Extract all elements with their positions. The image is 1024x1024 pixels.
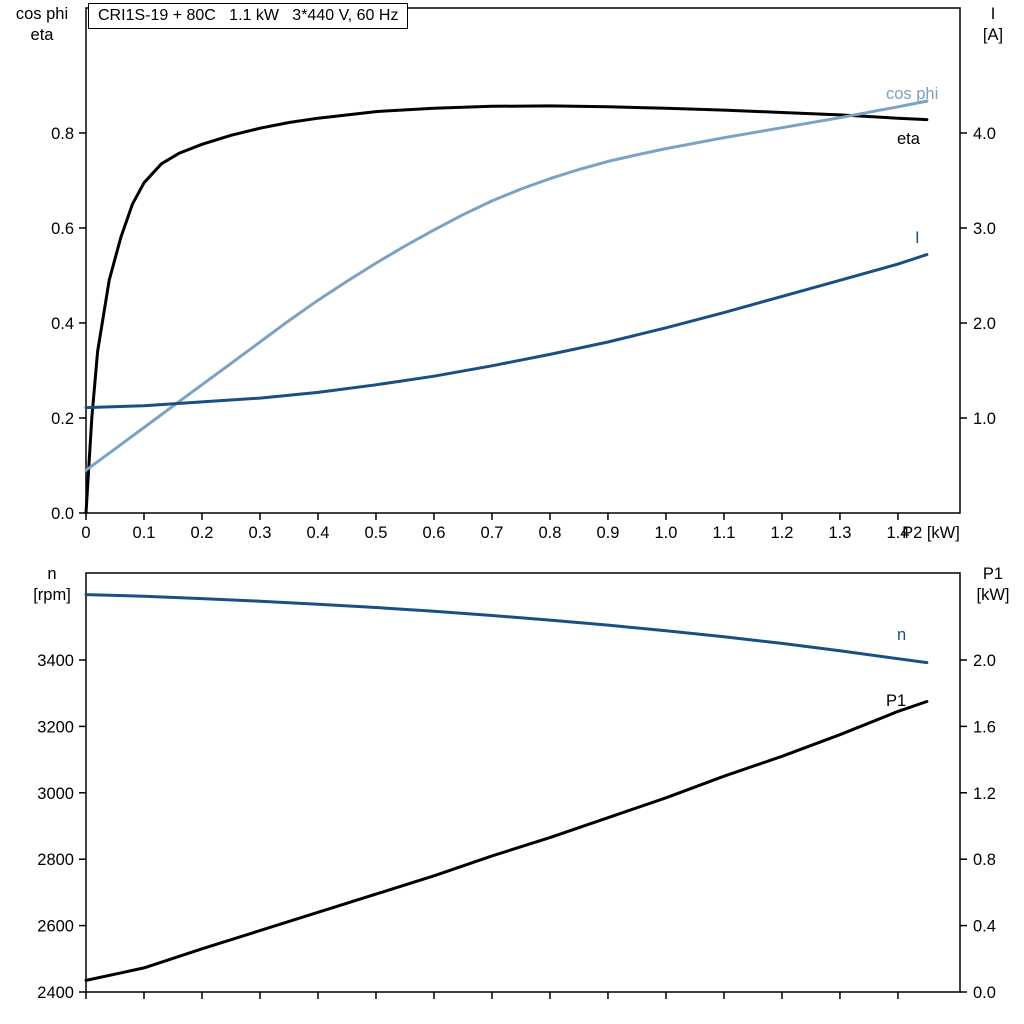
svg-text:1.4: 1.4 [886,524,909,542]
svg-text:0.8: 0.8 [973,851,996,869]
curve-label-current: I [915,229,920,247]
svg-text:3400: 3400 [37,652,74,670]
left-axis-title-speed: n [47,565,57,583]
curve-label-p1: P1 [886,692,907,710]
svg-text:1.1: 1.1 [712,524,735,542]
svg-text:0: 0 [81,524,90,542]
svg-text:0.4: 0.4 [307,524,330,542]
svg-text:2600: 2600 [37,918,74,936]
svg-text:0.8: 0.8 [51,125,74,143]
left-axis-title-cos-phi: cos phi [15,5,69,23]
svg-text:1.2: 1.2 [973,785,996,803]
axis-corner-label-top-right: I [A] [964,4,1022,46]
svg-text:3000: 3000 [37,785,74,803]
svg-text:0.1: 0.1 [133,524,156,542]
chart-title-box: CRI1S-19 + 80C 1.1 kW 3*440 V, 60 Hz [88,3,409,29]
svg-text:4.0: 4.0 [973,125,996,143]
curve-label-cos-phi: cos phi [886,85,939,103]
svg-text:0.6: 0.6 [51,220,74,238]
curve-label-speed: n [897,626,907,644]
axis-corner-label-bottom-right: P1 [kW] [964,564,1022,606]
right-axis-title-p1: P1 [982,565,1004,583]
svg-text:2400: 2400 [37,984,74,1002]
svg-text:1.0: 1.0 [654,524,677,542]
svg-text:2.0: 2.0 [973,315,996,333]
svg-text:2800: 2800 [37,851,74,869]
axis-corner-label-top-left: cos phi eta [0,4,84,46]
svg-text:0.4: 0.4 [973,918,996,936]
left-axis-unit-rpm: [rpm] [33,586,71,604]
svg-text:0.6: 0.6 [423,524,446,542]
axis-corner-label-bottom-left: n [rpm] [10,564,94,606]
svg-text:0.3: 0.3 [249,524,272,542]
svg-text:1.0: 1.0 [973,410,996,428]
svg-text:0.0: 0.0 [51,505,74,523]
svg-text:0.0: 0.0 [973,984,996,1002]
curve-label-eta: eta [897,130,920,148]
svg-text:0.9: 0.9 [596,524,619,542]
svg-text:0.7: 0.7 [481,524,504,542]
svg-text:1.3: 1.3 [828,524,851,542]
svg-text:P2 [kW]: P2 [kW] [902,524,960,542]
svg-text:1.6: 1.6 [973,718,996,736]
svg-text:0.8: 0.8 [538,524,561,542]
svg-text:0.4: 0.4 [51,315,74,333]
svg-text:3.0: 3.0 [973,220,996,238]
right-axis-title-current: I [990,5,996,23]
right-axis-unit-amps: [A] [982,26,1004,44]
svg-text:1.2: 1.2 [770,524,793,542]
left-axis-title-eta: eta [30,26,54,44]
svg-text:0.2: 0.2 [51,410,74,428]
svg-text:3200: 3200 [37,718,74,736]
svg-text:0.2: 0.2 [191,524,214,542]
right-axis-unit-kw: [kW] [976,586,1010,604]
svg-text:0.5: 0.5 [365,524,388,542]
svg-text:2.0: 2.0 [973,652,996,670]
